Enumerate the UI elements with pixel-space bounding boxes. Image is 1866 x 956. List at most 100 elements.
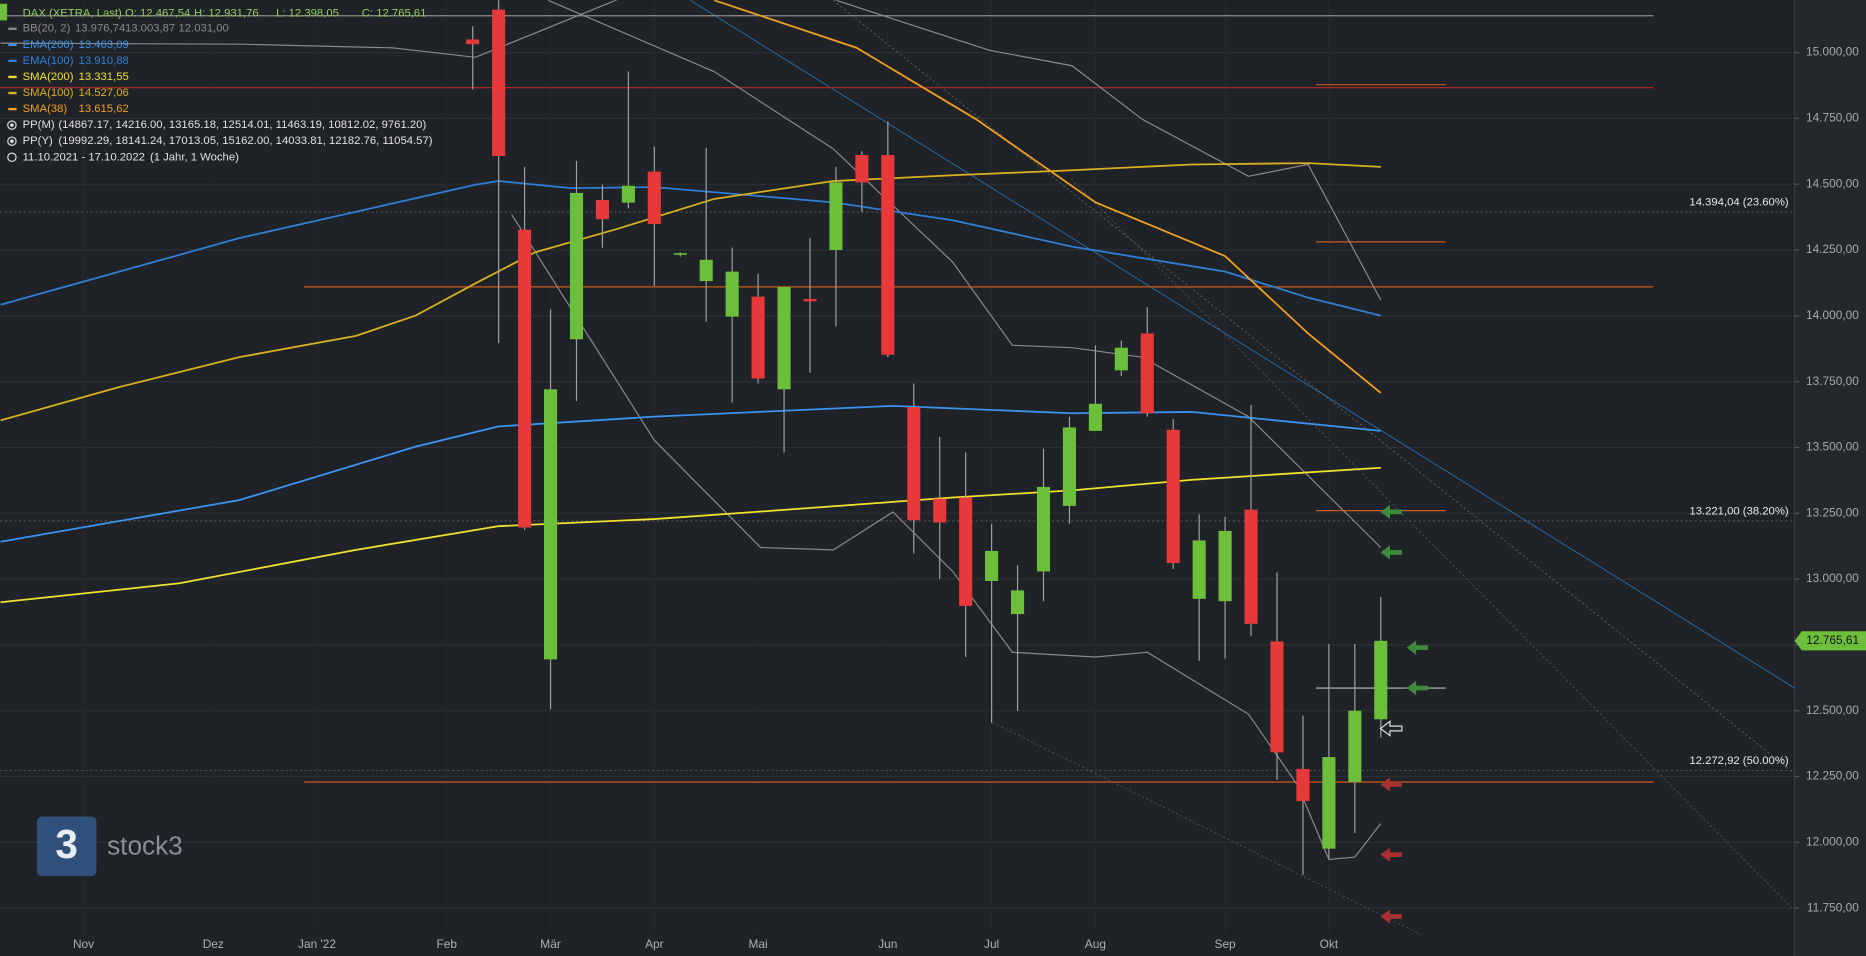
arrow [1380, 777, 1402, 792]
pivot-icon [7, 136, 17, 146]
legend-name: EMA(200) [23, 39, 74, 51]
legend-name: BB(20, 2) [23, 23, 71, 35]
x-tick-label: Nov [73, 937, 94, 951]
x-tick-label: Jan '22 [298, 937, 336, 951]
candle-body [1140, 333, 1154, 414]
x-tick-label: Jul [984, 937, 999, 951]
price-axis [1794, 0, 1866, 956]
pivot-icon [7, 120, 17, 130]
instrument: DAX (XETRA, Last) [23, 7, 122, 19]
pivot-icon [10, 123, 14, 127]
candle-body [569, 192, 584, 340]
trend-line [832, 0, 1795, 775]
candle-body [1192, 540, 1206, 599]
candle-body [933, 498, 947, 523]
candle-body [803, 298, 817, 302]
candle-body [673, 253, 687, 255]
candle-body [518, 229, 532, 528]
legend-value: 13.463,09 [79, 39, 129, 51]
candle-body [855, 154, 869, 183]
legend-name: EMA(100) [23, 55, 74, 67]
arrow [1380, 545, 1402, 560]
legend-name: SMA(38) [23, 103, 68, 115]
y-tick-label: 13.500,00 [1806, 440, 1859, 454]
y-tick-label: 14.750,00 [1806, 111, 1859, 125]
header-marker [0, 3, 8, 21]
grid [0, 51, 1795, 909]
x-tick-label: Okt [1320, 937, 1339, 951]
candle-body [544, 389, 558, 660]
ohlc-value: O: 12.467,54 [125, 7, 190, 19]
arrow [1406, 680, 1429, 696]
candle-body [699, 259, 713, 282]
logo-mark: 3 [55, 821, 78, 867]
candle-body [881, 154, 895, 355]
candle-body [725, 271, 739, 317]
candle-body [829, 182, 843, 251]
x-tick-label: Apr [645, 937, 664, 951]
ohlc-value: L: 12.398,05 [276, 7, 339, 19]
x-tick-label: Mai [749, 937, 768, 951]
y-tick-label: 14.250,00 [1806, 242, 1859, 256]
logo-text: stock3 [107, 830, 183, 860]
candle-body [1296, 768, 1310, 802]
y-tick-label: 11.750,00 [1807, 900, 1859, 914]
candle-body [1270, 641, 1284, 753]
pivot-icon [10, 139, 14, 144]
candle-body [595, 200, 609, 220]
legend-value: 13.003,87 [125, 23, 175, 35]
band-line [547, 0, 1382, 548]
y-tick-label: 12.000,00 [1806, 834, 1859, 848]
clock-icon [7, 152, 17, 163]
legend-value: 13.976,74 [75, 23, 125, 35]
fib-label: 14.394,04 (23.60%) [1689, 197, 1788, 209]
legend-value: 12.031,00 [179, 23, 229, 35]
trend-line [689, 0, 1795, 689]
candle-body [1088, 403, 1102, 431]
last-price-label: 12.765,61 [1806, 633, 1859, 647]
fib-label: 12.272,92 (50.00%) [1689, 755, 1788, 767]
y-tick-label: 12.500,00 [1806, 703, 1859, 717]
logo: 3 stock3 [36, 816, 183, 877]
candle-body [777, 286, 791, 390]
legend-value: 13.910,88 [79, 55, 129, 67]
trend-line [1070, 178, 1795, 911]
candle-body [466, 39, 480, 45]
indicator-line [713, 0, 1382, 394]
candle-body [751, 296, 765, 379]
ohlc-value: H: 12.931,76 [194, 7, 259, 19]
fib-label: 13.221,00 (38.20%) [1689, 505, 1788, 517]
arrow [1380, 909, 1402, 924]
y-tick-label: 12.250,00 [1806, 769, 1859, 783]
candle-body [1374, 640, 1388, 720]
candle-body [1322, 757, 1336, 849]
arrow [1379, 720, 1403, 737]
x-tick-label: Mär [540, 937, 561, 951]
candle-body [1062, 427, 1076, 506]
y-tick-label: 13.750,00 [1806, 374, 1859, 388]
x-tick-label: Aug [1085, 937, 1106, 951]
plot [0, 0, 1795, 875]
candle-body [1114, 347, 1128, 371]
legend-value: 14.527,06 [79, 87, 129, 99]
signal-arrows [1379, 504, 1429, 924]
arrow [1380, 504, 1402, 520]
y-tick-label: 15.000,00 [1806, 45, 1859, 59]
arrow [1406, 640, 1429, 655]
pivot-values: (14867.17, 14216.00, 13165.18, 12514.01,… [58, 119, 426, 131]
pivot-name: PP(M) [23, 119, 55, 131]
candle-body [959, 497, 973, 606]
legend-value: 13.615,62 [79, 103, 129, 115]
pivot-name: PP(Y) [23, 135, 53, 147]
ohlc-value: C: 12.765,61 [362, 7, 427, 19]
indicator-line [0, 162, 1381, 422]
header: DAX (XETRA, Last) O: 12.467,54 H: 12.931,… [0, 3, 433, 163]
indicator-line [0, 466, 1381, 604]
x-tick-label: Sep [1215, 937, 1237, 951]
candle-body [1218, 530, 1232, 602]
date-range: 11.10.2021 - 17.10.2022 [23, 151, 145, 163]
candle-body [1036, 486, 1051, 572]
logo-icon [36, 816, 97, 877]
